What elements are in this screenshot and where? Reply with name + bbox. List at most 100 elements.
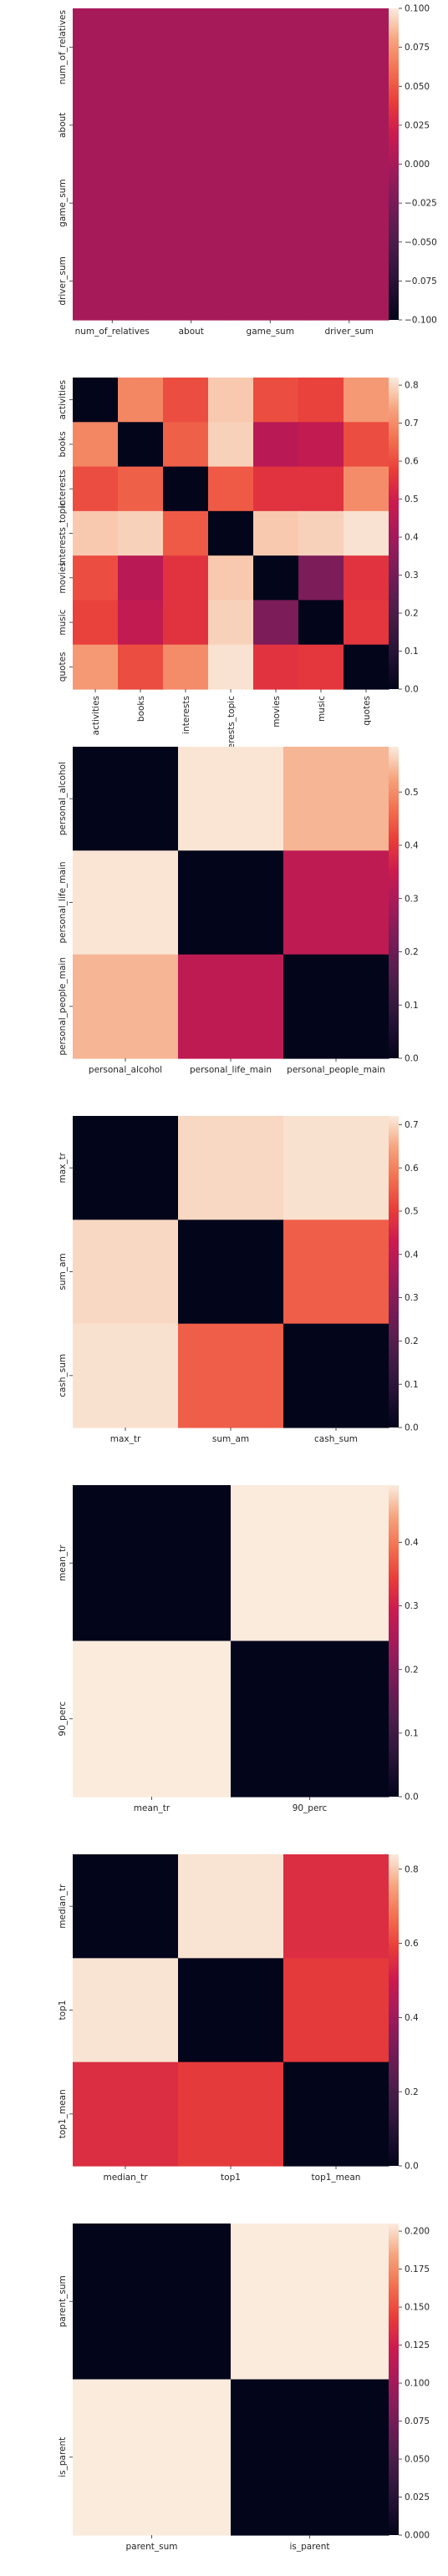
heatmap-cell [344,600,389,646]
heatmap-cell [151,86,232,165]
y-tick-label: is_parent [58,2437,68,2477]
heatmap-cell [253,510,299,556]
heatmap-cell [73,510,119,556]
colorbar-tick-label: 0.5 [405,494,419,505]
heatmap-cell [118,510,164,556]
colorbar-tick-label: 0.1 [405,647,419,657]
y-tick-label: mean_tr [58,1544,68,1581]
heatmap-cell [344,422,389,468]
y-tick-label: game_sum [58,179,68,226]
heatmap-cell [73,644,119,690]
colorbar-tick-label: 0.1 [405,1728,419,1738]
y-tick-label: sum_am [58,1253,68,1290]
heatmap-cell [208,555,254,601]
heatmap-cell [178,2061,284,2167]
colorbar-tick-label: 0.175 [405,2264,430,2274]
y-tick-label: about [58,113,68,138]
heatmap-cell [344,378,389,423]
colorbar-gradient [389,2224,399,2535]
y-tick-label: top1 [58,2000,68,2021]
colorbar: 0.100 0.075 0.050 0.025 0.000 −0.025 −0.050 −0.… [389,4,437,326]
heatmap-cell [118,466,164,512]
colorbar-tick-label: 0.7 [405,1120,419,1130]
colorbar-tick-label: 0.0 [405,1423,419,1433]
heatmap-cell [73,600,119,646]
heatmap-cell [178,747,284,851]
x-tick-label: mean_tr [134,1803,171,1813]
heatmap-cell [73,466,119,512]
heatmap-cell [231,8,311,87]
heatmap-cell [253,644,299,690]
heatmap-cell [73,2061,179,2167]
x-tick-label: is_parent [289,2542,329,2552]
colorbar: 0.8 0.6 0.4 0.2 0.0 [389,1854,419,2172]
colorbar-tick-label: 0.125 [405,2340,430,2350]
colorbar-tick-label: 0.8 [405,381,419,391]
heatmap-cell [163,644,209,690]
heatmap-cell [73,86,153,165]
heatmap-4: max_tr sum_am cash_sum max_tr sum_am cash_sum… [58,1116,419,1444]
colorbar-tick-label: 0.150 [405,2303,430,2313]
heatmap-cell [231,86,311,165]
heatmap-cell [283,850,389,956]
colorbar: 0.200 0.175 0.150 0.125 0.100 0.075 0.050 0.025… [389,2224,430,2541]
x-tick-label: personal_people_main [287,1065,385,1075]
heatmap-cell [73,1323,179,1428]
heatmap-cell [151,164,232,243]
heatmap-6: median_tr top1 top1_mean median_tr top1 top1_… [58,1854,419,2183]
colorbar-tick-label: 0.7 [405,418,419,428]
heatmap-cell [208,510,254,556]
colorbar-tick-label: 0.5 [405,1207,419,1217]
heatmap-cell [283,954,389,1059]
x-tick-label: interests_topic [227,696,237,760]
heatmap-cell [283,1323,389,1428]
x-tick-label: top1 [221,2173,241,2183]
heatmap-cell [73,164,153,243]
heatmap-cell [344,466,389,512]
heatmap-cell [73,1116,179,1220]
colorbar-gradient [389,378,399,689]
x-tick-label: sum_am [212,1434,249,1444]
heatmap-cell [253,378,299,423]
y-tick-label: music [58,609,68,635]
heatmap-cell [253,422,299,468]
colorbar-tick-label: 0.2 [405,609,419,619]
heatmap-cell [208,600,254,646]
heatmap-cell [73,422,119,468]
colorbar-tick-label: 0.0 [405,1054,419,1064]
x-tick-label: max_tr [110,1434,141,1444]
heatmap-cell [73,2379,232,2536]
colorbar-tick-label: 0.1 [405,1001,419,1011]
colorbar: 0.8 0.7 0.6 0.5 0.4 0.3 0.2 0.1 0.0 [389,378,419,695]
x-tick-label: about [179,327,204,337]
heatmap-cell [151,241,232,321]
heatmap-cell [298,510,344,556]
heatmap-cell [253,466,299,512]
x-tick-label: top1_mean [312,2173,361,2183]
y-tick-label: books [58,431,68,457]
heatmap-cell [163,466,209,512]
heatmap-cell [344,510,389,556]
colorbar-tick-label: 0.075 [405,43,430,53]
y-tick-label: interests [58,469,68,508]
heatmap-cell [163,422,209,468]
colorbar: 0.4 0.3 0.2 0.1 0.0 [389,1485,419,1803]
heatmap-cell [309,86,389,165]
heatmap-cell [178,1116,284,1220]
colorbar: 0.5 0.4 0.3 0.2 0.1 0.0 [389,747,419,1064]
heatmap-cell [208,644,254,690]
colorbar-gradient [389,1854,399,2166]
heatmap-cell [178,850,284,956]
heatmap-cell [178,954,284,1059]
heatmap-cell [298,422,344,468]
heatmap-3: personal_alcoholpersonal_life_mainperson… [58,747,419,1075]
x-tick-label: 90_perc [293,1803,328,1813]
colorbar-tick-label: 0.2 [405,1665,419,1675]
heatmap-cell [309,164,389,243]
y-tick-label: parent_sum [58,2275,68,2327]
heatmap-cell [118,422,164,468]
heatmap-cell [73,1220,179,1325]
y-tick-label: top1_mean [58,2089,68,2138]
